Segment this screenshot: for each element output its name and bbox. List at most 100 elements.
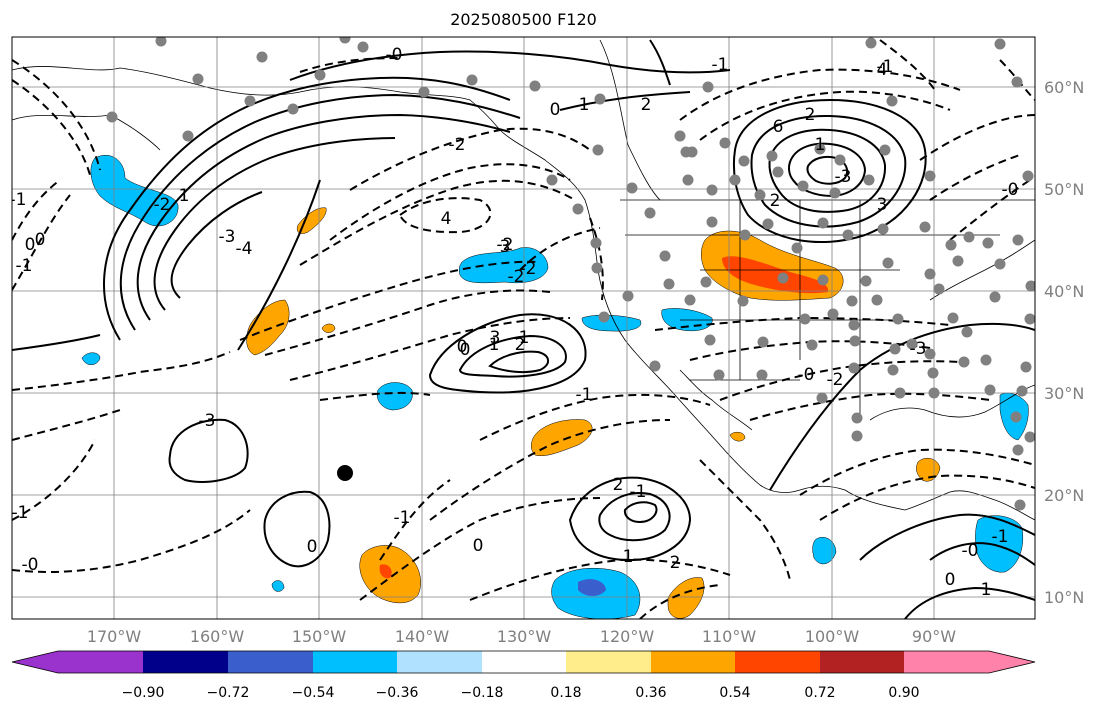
colorbar-segment <box>735 651 820 673</box>
blob-cyan-aleutian <box>90 154 179 227</box>
blob-orange-mx <box>729 431 746 442</box>
lon-label: 100°W <box>805 627 860 646</box>
contour-label: -3 <box>219 227 236 247</box>
contour-label: -2 <box>827 370 844 390</box>
blob-cyan-gulf <box>458 247 549 284</box>
colorbar <box>11 650 1036 674</box>
highlight-point-marker <box>337 465 353 481</box>
colorbar-tick-label: 0.18 <box>550 685 581 701</box>
colorbar-tick-label: −0.18 <box>461 685 504 701</box>
colorbar-segment <box>228 651 313 673</box>
lat-label: 20°N <box>1044 486 1084 505</box>
colorbar-extend-low <box>12 651 58 673</box>
contour-label: 0 <box>473 536 484 556</box>
contour-label: -1 <box>712 55 729 75</box>
blob-blue-f <box>578 579 606 596</box>
contour-label: 0 <box>307 537 318 557</box>
contour-label: -1 <box>576 385 593 405</box>
lat-label: 30°N <box>1044 384 1084 403</box>
contour-label: -2 <box>154 195 171 215</box>
contour-label: 3 <box>877 195 888 215</box>
dashed-contours <box>12 39 1035 619</box>
contour-label: -1 <box>992 527 1009 547</box>
longitude-labels: 170°W 160°W 150°W 140°W 130°W 120°W 110°… <box>87 627 956 646</box>
colorbar-tick-labels: −0.90 −0.72 −0.54 −0.36 −0.18 0.18 0.36 … <box>122 685 920 701</box>
lat-label: 60°N <box>1044 78 1084 97</box>
colorbar-segment <box>397 651 482 673</box>
blob-cyan-d <box>81 352 101 365</box>
lat-label: 50°N <box>1044 180 1084 199</box>
colorbar-segment <box>820 651 904 673</box>
contour-label: 1 <box>179 186 190 206</box>
colorbar-segment <box>143 651 228 673</box>
plot-area <box>12 37 1035 619</box>
contour-label: -1 <box>513 328 530 348</box>
colorbar-tick-label: 0.54 <box>719 685 750 701</box>
contour-label: 2 <box>805 105 816 125</box>
contour-label: 1 <box>489 335 500 355</box>
lon-label: 140°W <box>395 627 450 646</box>
contour-label: -2 <box>520 259 537 279</box>
colorbar-tick-label: 0.36 <box>635 685 666 701</box>
contour-label: 4 <box>441 209 452 229</box>
lon-label: 170°W <box>87 627 142 646</box>
lon-label: 120°W <box>600 627 655 646</box>
lon-label: 90°W <box>912 627 956 646</box>
contour-label: -0 <box>386 45 403 65</box>
blob-orange-tiny <box>321 323 336 333</box>
map-title: 2025080500 F120 <box>450 10 597 29</box>
contour-label: 2 <box>770 191 781 211</box>
contour-label: -1 <box>12 503 29 523</box>
contour-label: 0 <box>457 337 468 357</box>
colorbar-segment <box>58 651 143 673</box>
contour-label: -2 <box>449 135 466 155</box>
plot-frame <box>11 36 1036 620</box>
contour-label: 4 <box>877 60 888 80</box>
colorbar-segment <box>904 651 989 673</box>
solid-contours <box>12 39 1035 619</box>
contour-label: 2 <box>670 553 681 573</box>
contour-label: -2 <box>497 235 514 255</box>
station-markers <box>106 37 1035 511</box>
contour-label: -0 <box>22 555 39 575</box>
blob-cyan-e <box>271 580 285 592</box>
contour-label: 6 <box>773 117 784 137</box>
lat-label: 10°N <box>1044 588 1084 607</box>
lon-label: 160°W <box>190 627 245 646</box>
colorbar-tick-label: −0.90 <box>122 685 165 701</box>
contour-label: 1 <box>623 547 634 567</box>
blob-cyan-c <box>376 382 413 411</box>
colorbar-tick-label: 0.72 <box>804 685 835 701</box>
contour-label: -3 <box>910 339 927 359</box>
blob-red-hawaii <box>379 564 392 579</box>
contour-label: 2 <box>613 475 624 495</box>
colorbar-segment <box>313 651 397 673</box>
contour-label: 3 <box>490 328 501 348</box>
contour-label: 1 <box>981 580 992 600</box>
contour-label: 3 <box>500 237 511 257</box>
gridlines <box>12 37 1035 619</box>
contour-label: -4 <box>236 239 253 259</box>
contour-label: 0 <box>550 100 561 120</box>
blob-cyan-g <box>812 537 837 565</box>
colorbar-extend-high <box>989 651 1035 673</box>
contour-label: 0 <box>35 230 46 250</box>
coastlines <box>12 39 1035 521</box>
shaded-anomalies <box>81 154 1029 619</box>
contour-label: -0 <box>798 365 815 385</box>
contour-label: 0 <box>25 235 36 255</box>
lon-label: 130°W <box>497 627 552 646</box>
contour-label: 2 <box>641 95 652 115</box>
colorbar-segment <box>566 651 651 673</box>
lat-label: 40°N <box>1044 282 1084 301</box>
contour-label: -1 <box>394 508 411 528</box>
contour-label: -2 <box>508 267 525 287</box>
colorbar-segment <box>482 651 566 673</box>
contour-labels: -0120-1214-3623-204-23-2-131-4-3-2-2012-… <box>12 45 1018 600</box>
contour-label: 1 <box>579 95 590 115</box>
lon-label: 150°W <box>292 627 347 646</box>
latitude-labels: 60°N 50°N 40°N 30°N 20°N 10°N <box>1044 78 1084 607</box>
colorbar-tick-label: −0.72 <box>207 685 250 701</box>
blob-cyan-a <box>581 314 642 332</box>
